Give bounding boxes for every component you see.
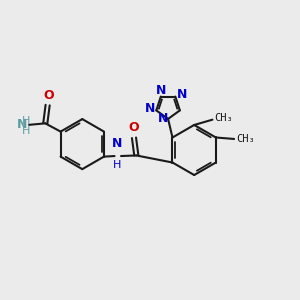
Text: O: O bbox=[44, 89, 54, 102]
Text: CH₃: CH₃ bbox=[236, 134, 255, 144]
Text: N: N bbox=[177, 88, 187, 101]
Text: N: N bbox=[112, 137, 123, 150]
Text: N: N bbox=[156, 84, 166, 97]
Text: H: H bbox=[21, 126, 30, 136]
Text: O: O bbox=[128, 121, 139, 134]
Text: N: N bbox=[17, 118, 28, 131]
Text: H: H bbox=[113, 160, 122, 170]
Text: H: H bbox=[21, 116, 30, 126]
Text: CH₃: CH₃ bbox=[214, 113, 233, 123]
Text: N: N bbox=[158, 112, 168, 125]
Text: N: N bbox=[145, 101, 155, 115]
